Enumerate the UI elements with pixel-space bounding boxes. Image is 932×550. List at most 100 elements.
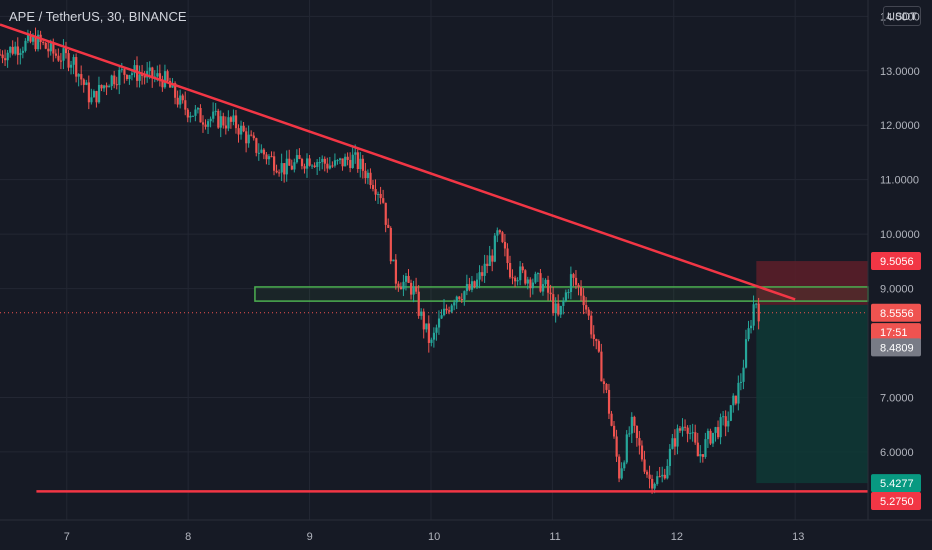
candle-body: [70, 64, 73, 68]
candle-body: [382, 198, 385, 203]
candle-body: [691, 432, 694, 434]
candle-body: [338, 158, 342, 161]
candle-body: [427, 323, 430, 343]
candle-body: [592, 334, 595, 340]
candle-body: [293, 162, 296, 170]
candle-body: [648, 474, 651, 479]
candle-body: [283, 163, 286, 175]
candle-body: [163, 71, 167, 88]
candle-body: [19, 52, 22, 56]
price-tag-label: 8.4809: [880, 342, 914, 354]
candle-body: [229, 117, 233, 122]
candle-body: [115, 84, 118, 86]
candle-body: [179, 95, 182, 105]
candle-body: [676, 428, 679, 447]
candle-body: [465, 284, 469, 292]
candle-body: [727, 420, 730, 427]
candle-body: [410, 282, 413, 295]
candle-body: [374, 189, 377, 195]
candle-body: [336, 160, 339, 162]
candle-body: [108, 86, 111, 88]
candle-body: [59, 60, 63, 62]
symbol-title[interactable]: APE / TetherUS, 30, BINANCE: [9, 9, 187, 24]
candle-body: [26, 34, 30, 41]
candle-body: [232, 115, 235, 122]
candle-body: [610, 413, 613, 426]
candle-body: [554, 303, 557, 314]
candle-body: [49, 42, 52, 52]
candle-body: [460, 298, 463, 300]
candle-body: [120, 69, 123, 71]
candle-body: [722, 416, 725, 418]
candle-body: [595, 339, 598, 342]
candle-body: [148, 67, 151, 71]
candle-body: [399, 287, 403, 290]
candle-body: [448, 310, 451, 312]
candle-body: [176, 97, 179, 105]
candle-body: [559, 305, 562, 315]
candle-body: [278, 172, 281, 174]
candle-body: [574, 277, 578, 285]
candle-body: [747, 328, 750, 340]
x-tick-label: 10: [428, 531, 440, 543]
candle-body: [445, 308, 448, 311]
candle-body: [521, 266, 524, 271]
price-tag: [871, 252, 921, 271]
candle-body: [503, 241, 507, 249]
currency-button[interactable]: USDT: [883, 6, 921, 26]
candle-body: [308, 158, 311, 166]
candle-body: [536, 273, 540, 275]
candle-body: [633, 416, 636, 426]
price-tag-label: 5.4277: [880, 478, 914, 490]
candle-body: [567, 292, 570, 294]
y-tick-label: 14.0000: [880, 11, 920, 23]
candle-body: [344, 156, 347, 167]
candle-body: [643, 459, 646, 472]
candle-body: [402, 281, 405, 290]
candle-body: [219, 116, 222, 128]
candle-body: [435, 327, 438, 333]
candle-body: [526, 279, 529, 284]
candle-body: [47, 48, 50, 52]
candle-body: [82, 79, 85, 85]
candle-body: [133, 65, 136, 74]
candle-body: [227, 117, 230, 129]
candle-body: [364, 170, 367, 179]
candle-body: [562, 300, 565, 306]
candle-body: [270, 156, 273, 158]
candle-body: [184, 100, 187, 110]
price-tag: [871, 338, 921, 357]
candle-body: [699, 454, 702, 457]
candle-body: [222, 116, 225, 126]
candle-body: [597, 341, 600, 352]
candle-body: [247, 134, 250, 144]
candle-body: [508, 262, 512, 278]
time-axis: 7 8 9 10 11 12 13: [0, 519, 932, 543]
candle-body: [377, 193, 380, 195]
candle-body: [491, 255, 494, 262]
candle-body: [437, 318, 441, 328]
candle-body: [123, 69, 126, 75]
candle-body: [212, 111, 215, 119]
x-tick-label: 8: [185, 531, 191, 543]
candle-body: [326, 163, 329, 169]
candle-body: [493, 235, 496, 262]
candle-body: [483, 263, 486, 276]
candle-body: [16, 46, 19, 56]
price-tag: [871, 491, 921, 510]
candle-body: [628, 433, 631, 435]
candle-body: [549, 292, 552, 295]
candle-body: [105, 85, 108, 88]
candle-body: [151, 67, 154, 79]
candle-body: [488, 255, 491, 266]
candle-body: [701, 454, 705, 457]
candlestick-series: [0, 27, 760, 494]
candle-body: [62, 48, 65, 61]
candle-body: [420, 311, 423, 316]
candle-body: [678, 428, 682, 431]
candle-body: [328, 165, 332, 169]
candle-body: [529, 279, 532, 289]
y-tick-label: 10.0000: [880, 229, 920, 241]
descending-trendline: [0, 23, 796, 301]
